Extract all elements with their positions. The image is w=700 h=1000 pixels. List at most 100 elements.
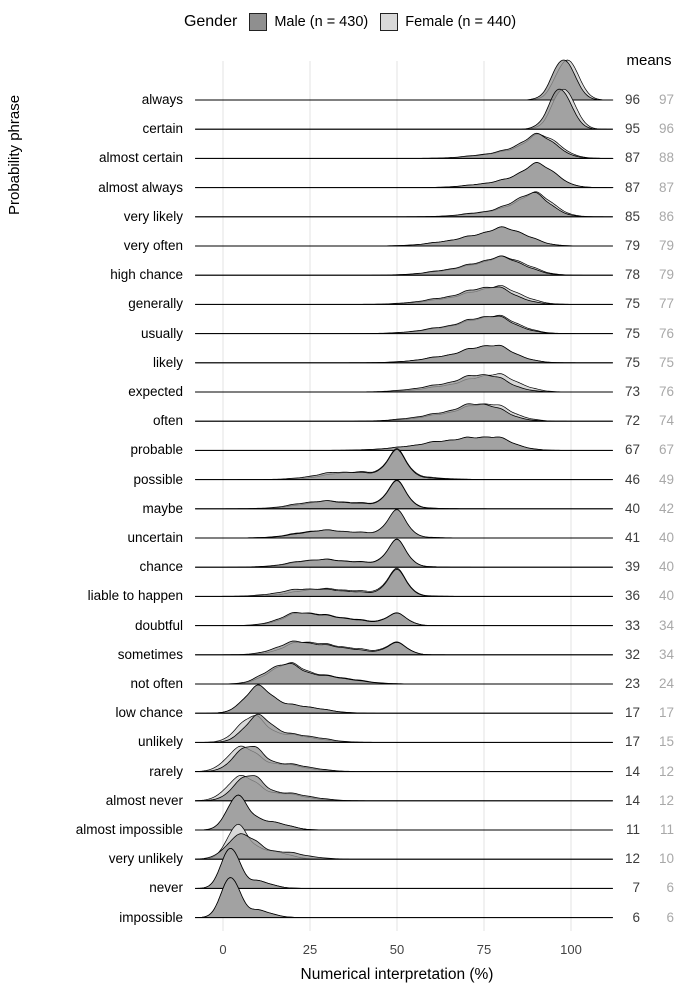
row-label: generally <box>128 296 183 312</box>
mean-male: 73 <box>624 384 640 399</box>
row-label: maybe <box>142 500 183 516</box>
mean-row: 75 77 <box>612 295 678 313</box>
row-label: high chance <box>110 267 183 283</box>
legend-title: Gender <box>183 13 238 30</box>
mean-male: 67 <box>624 442 640 458</box>
mean-row: 85 86 <box>612 208 678 226</box>
mean-row: 17 15 <box>612 733 678 751</box>
row-label: probable <box>130 442 183 458</box>
mean-female: 86 <box>658 208 674 224</box>
mean-female: 6 <box>666 909 674 925</box>
mean-male: 78 <box>624 267 640 283</box>
row-label: sometimes <box>117 646 183 662</box>
mean-male: 85 <box>624 208 640 224</box>
mean-female: 42 <box>658 500 674 516</box>
x-tick-label: 0 <box>219 942 227 957</box>
mean-female: 40 <box>658 530 674 545</box>
row-label: very likely <box>123 208 183 224</box>
mean-female: 76 <box>658 384 674 399</box>
mean-female: 79 <box>658 267 674 283</box>
x-tick-label: 25 <box>302 942 318 957</box>
mean-row: 79 79 <box>612 237 678 255</box>
mean-male: 87 <box>624 150 640 166</box>
mean-row: 75 75 <box>612 354 678 372</box>
mean-female: 88 <box>658 150 674 166</box>
mean-row: 33 34 <box>612 617 678 635</box>
legend-label-male: Male (n = 430) <box>274 14 369 30</box>
mean-row: 95 96 <box>612 120 678 138</box>
mean-male: 96 <box>624 92 640 107</box>
mean-male: 33 <box>624 617 640 633</box>
x-tick-label: 100 <box>560 942 582 957</box>
row-label: almost never <box>105 792 183 808</box>
row-label: almost certain <box>98 150 183 166</box>
mean-female: 67 <box>658 442 674 458</box>
row-label: rarely <box>149 763 183 779</box>
row-label: always <box>141 92 183 107</box>
mean-male: 17 <box>624 705 640 721</box>
mean-row: 75 76 <box>612 325 678 343</box>
row-label: often <box>152 413 183 429</box>
mean-row: 14 12 <box>612 792 678 810</box>
mean-female: 34 <box>658 646 674 662</box>
mean-male: 39 <box>624 559 640 575</box>
mean-male: 6 <box>632 909 640 925</box>
row-label: certain <box>142 121 183 137</box>
mean-female: 40 <box>658 559 674 575</box>
row-label: usually <box>140 325 183 341</box>
mean-female: 40 <box>658 588 674 604</box>
mean-male: 41 <box>624 530 640 545</box>
mean-row: 12 10 <box>612 850 678 868</box>
mean-male: 23 <box>624 676 640 691</box>
mean-male: 32 <box>624 646 640 662</box>
row-label: uncertain <box>127 530 183 545</box>
row-labels: always certain almost certain almost always… <box>0 0 187 1000</box>
mean-row: 78 79 <box>612 266 678 284</box>
mean-female: 34 <box>658 617 674 633</box>
mean-male: 79 <box>624 238 640 253</box>
means-column: 96 97 95 96 87 88 87 87 85 86 79 79 78 79 75 77 75 76 75 75… <box>612 0 678 1000</box>
mean-female: 77 <box>658 296 674 312</box>
male-swatch-icon <box>249 13 268 31</box>
mean-row: 40 42 <box>612 500 678 518</box>
mean-female: 79 <box>658 238 674 253</box>
mean-row: 46 49 <box>612 471 678 489</box>
mean-row: 32 34 <box>612 646 678 664</box>
mean-male: 87 <box>624 179 640 195</box>
x-tick-label: 75 <box>476 942 492 957</box>
row-label: never <box>149 880 183 896</box>
mean-row: 73 76 <box>612 383 678 401</box>
mean-female: 74 <box>658 413 674 429</box>
row-label: almost impossible <box>75 822 183 837</box>
row-label: chance <box>139 559 183 575</box>
row-label: liable to happen <box>87 588 183 604</box>
mean-row: 39 40 <box>612 558 678 576</box>
mean-male: 75 <box>624 296 640 312</box>
mean-row: 23 24 <box>612 675 678 693</box>
mean-female: 87 <box>658 179 674 195</box>
mean-female: 12 <box>658 763 674 779</box>
x-axis-title: Numerical interpretation (%) <box>300 966 494 983</box>
mean-male: 11 <box>625 822 640 837</box>
row-label: doubtful <box>134 617 183 633</box>
mean-row: 11 11 <box>612 821 678 839</box>
ridgeline-svg <box>195 59 614 931</box>
row-label: almost always <box>98 179 183 195</box>
mean-male: 14 <box>624 763 640 779</box>
mean-female: 96 <box>658 121 674 137</box>
mean-row: 67 67 <box>612 441 678 459</box>
row-label: possible <box>133 471 183 487</box>
row-label: likely <box>152 354 183 370</box>
row-label: very often <box>123 238 183 253</box>
female-swatch-icon <box>380 13 399 31</box>
mean-male: 40 <box>624 500 640 516</box>
mean-male: 75 <box>624 325 640 341</box>
legend-label-female: Female (n = 440) <box>405 14 517 30</box>
x-tick-label: 50 <box>389 942 405 957</box>
mean-female: 76 <box>658 325 674 341</box>
mean-male: 14 <box>624 792 640 808</box>
mean-male: 36 <box>624 588 640 604</box>
